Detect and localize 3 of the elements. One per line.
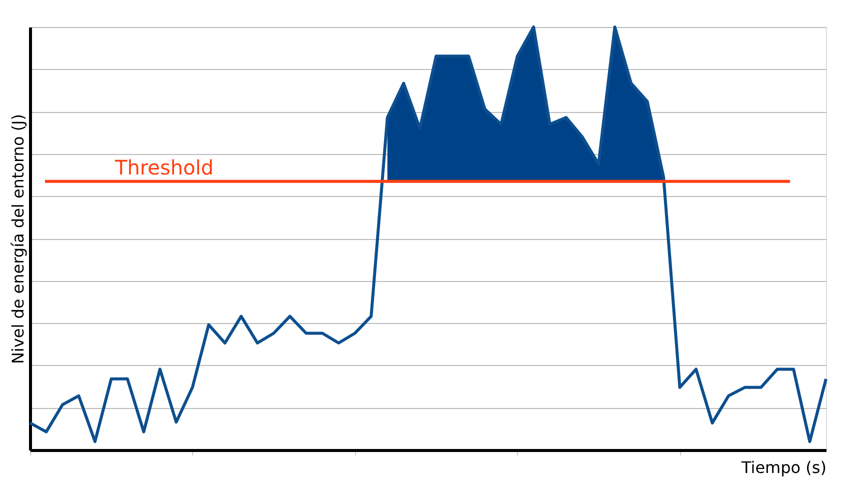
- x-axis-title: Tiempo (s): [740, 458, 826, 477]
- y-axis-title: Nivel de energía del entorno (J): [8, 114, 28, 364]
- ref-line-label: Threshold: [114, 155, 214, 180]
